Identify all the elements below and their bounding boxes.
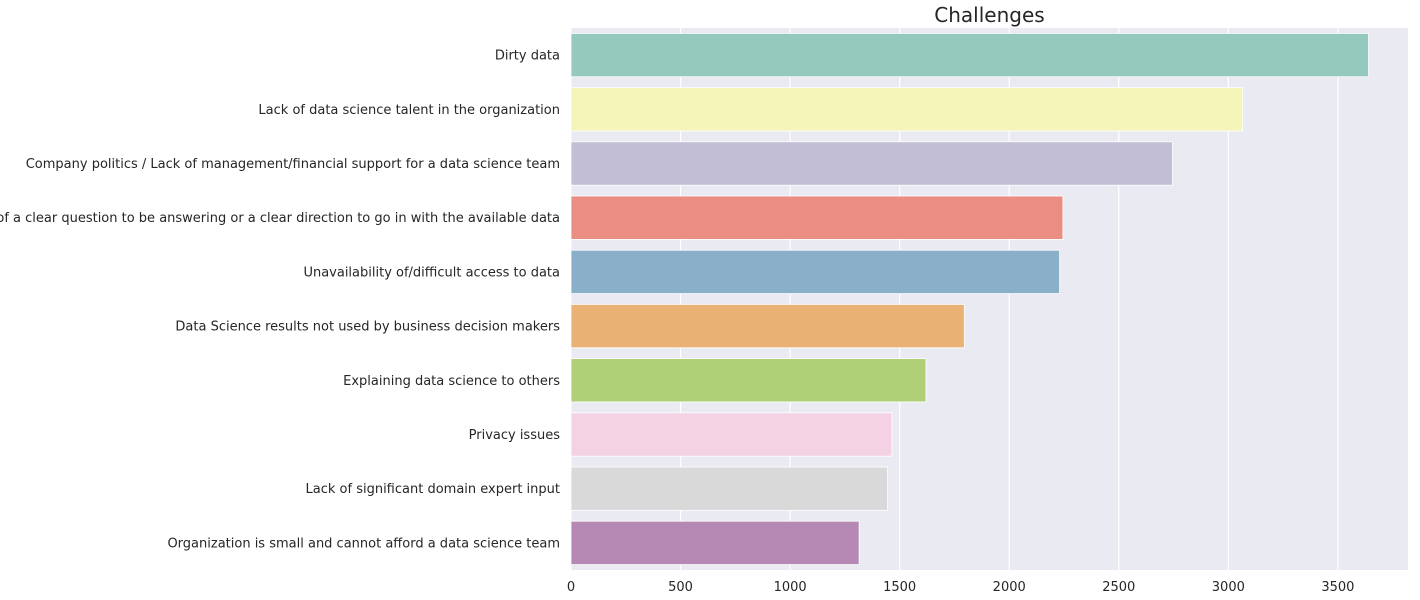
bar xyxy=(570,412,893,457)
category-label: Explaining data science to others xyxy=(343,374,560,389)
category-label: Lack of significant domain expert input xyxy=(306,482,560,497)
category-label: Data Science results not used by busines… xyxy=(175,320,560,335)
bar xyxy=(570,520,860,565)
x-tick-label: 1500 xyxy=(883,580,916,595)
category-label: Privacy issues xyxy=(469,428,561,443)
category-labels: Dirty data Lack of data science talent in… xyxy=(0,49,560,552)
x-tick-label: 3500 xyxy=(1321,580,1354,595)
category-label: Dirty data xyxy=(495,49,560,64)
bar xyxy=(570,304,965,349)
bars xyxy=(570,33,1369,565)
category-label: Unavailability of/difficult access to da… xyxy=(303,265,560,280)
bar xyxy=(570,141,1173,186)
category-label: The lack of a clear question to be answe… xyxy=(0,211,560,226)
category-label: Lack of data science talent in the organ… xyxy=(258,103,560,118)
bar xyxy=(570,466,889,511)
x-axis-ticks: 0 500 1000 1500 2000 2500 3000 3500 xyxy=(567,580,1355,595)
bar xyxy=(570,87,1243,132)
category-label: Organization is small and cannot afford … xyxy=(167,536,560,551)
bar xyxy=(570,358,927,403)
x-tick-label: 500 xyxy=(668,580,693,595)
chart-title: Challenges xyxy=(934,3,1044,27)
x-tick-label: 0 xyxy=(567,580,575,595)
bar xyxy=(570,249,1061,294)
x-tick-label: 3000 xyxy=(1212,580,1245,595)
x-tick-label: 1000 xyxy=(774,580,807,595)
x-tick-label: 2000 xyxy=(993,580,1026,595)
bar xyxy=(570,33,1369,78)
x-tick-label: 2500 xyxy=(1102,580,1135,595)
bar xyxy=(570,195,1064,240)
category-label: Company politics / Lack of management/fi… xyxy=(26,157,560,172)
